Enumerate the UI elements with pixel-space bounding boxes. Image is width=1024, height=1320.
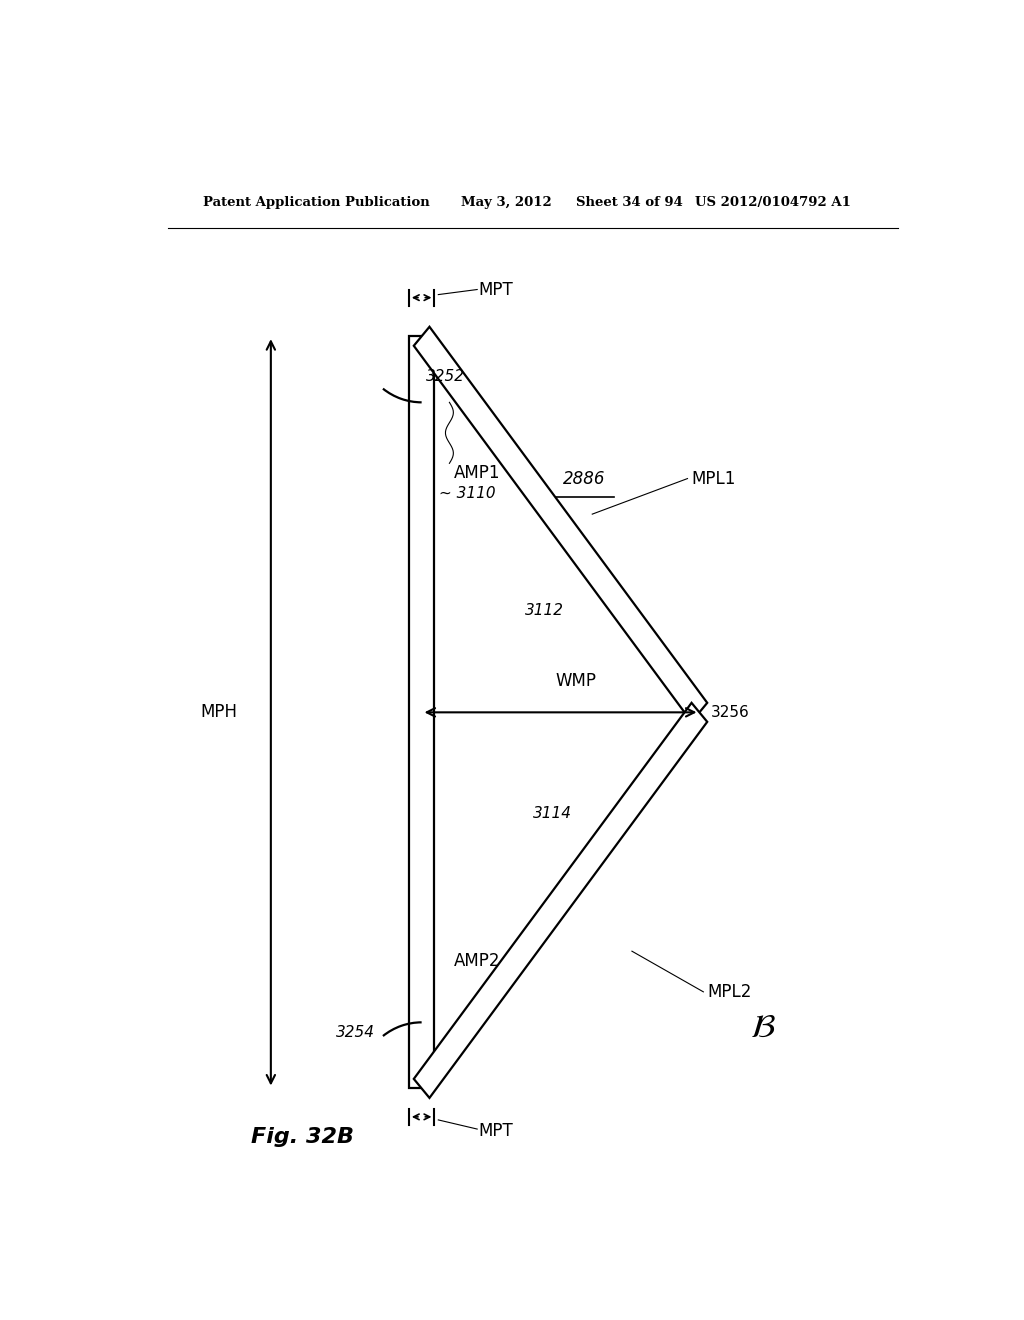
Polygon shape	[409, 337, 434, 1089]
Text: AMP1: AMP1	[454, 465, 500, 483]
Text: 3114: 3114	[532, 807, 571, 821]
Text: MPT: MPT	[479, 281, 513, 298]
Text: MPH: MPH	[201, 704, 238, 721]
Text: 3256: 3256	[712, 705, 750, 719]
Text: WMP: WMP	[556, 672, 597, 690]
Polygon shape	[414, 702, 708, 1098]
Text: 3112: 3112	[524, 603, 564, 618]
Polygon shape	[414, 327, 708, 722]
Text: 3252: 3252	[426, 370, 465, 384]
Text: Sheet 34 of 94: Sheet 34 of 94	[577, 195, 683, 209]
Text: Patent Application Publication: Patent Application Publication	[204, 195, 430, 209]
Text: Fig. 32B: Fig. 32B	[251, 1127, 354, 1147]
Text: 3254: 3254	[336, 1026, 375, 1040]
Text: 2886: 2886	[563, 470, 605, 487]
Text: MPT: MPT	[479, 1122, 513, 1140]
Text: MPL1: MPL1	[691, 470, 736, 487]
Text: MPL2: MPL2	[708, 983, 752, 1001]
Text: $\mathcal{B}$: $\mathcal{B}$	[750, 1011, 776, 1044]
Text: US 2012/0104792 A1: US 2012/0104792 A1	[695, 195, 851, 209]
Text: ~ 3110: ~ 3110	[439, 486, 496, 502]
Text: AMP2: AMP2	[454, 952, 500, 970]
Text: May 3, 2012: May 3, 2012	[461, 195, 552, 209]
